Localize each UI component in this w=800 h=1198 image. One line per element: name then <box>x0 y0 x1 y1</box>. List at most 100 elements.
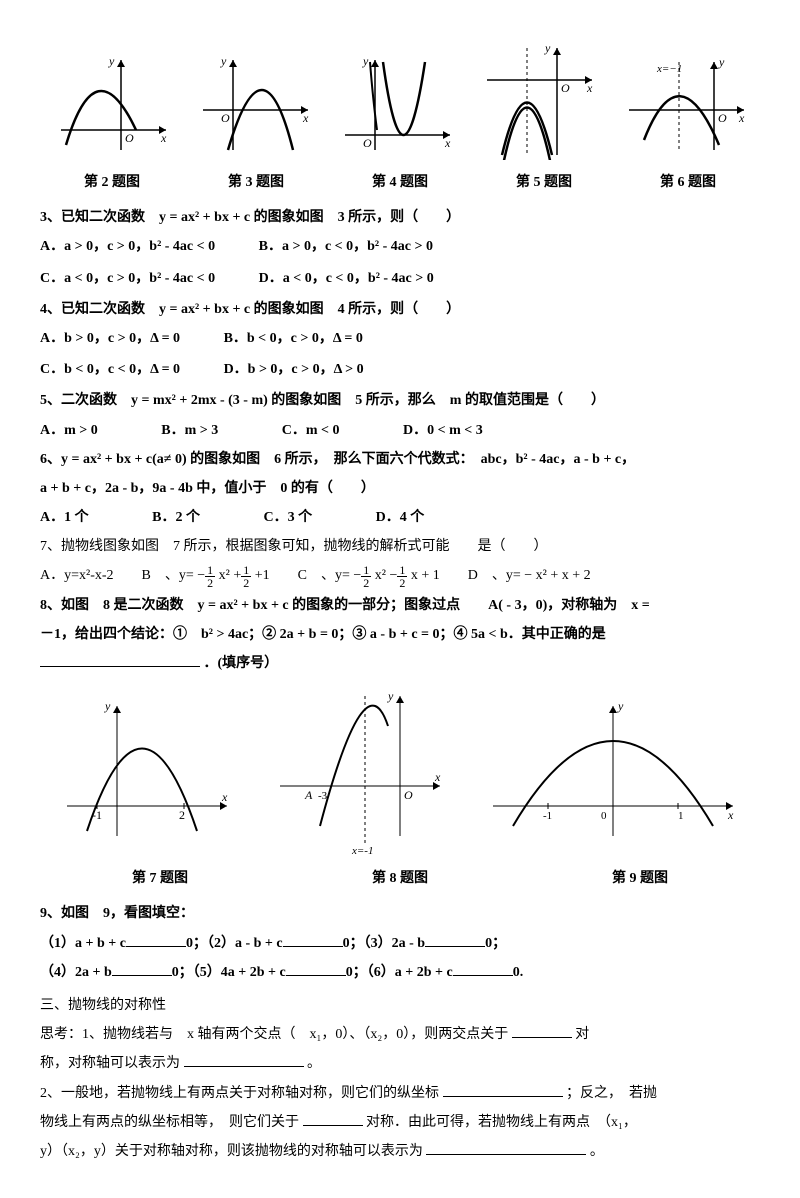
figure-7: x y -1 2 <box>57 696 237 846</box>
q6-opts: A．1 个 B．2 个 C．3 个 D．4 个 <box>40 505 760 530</box>
q3-C: C．a < 0，c > 0，b² - 4ac < 0 <box>40 266 215 291</box>
q9-1a: （1）a + b + c <box>40 936 126 951</box>
blank <box>453 961 513 976</box>
blank <box>126 932 186 947</box>
t2e: y）（x₂，y）关于对称轴对称，则该抛物线的对称轴可以表示为 <box>40 1144 423 1159</box>
q3-D: D．a < 0，c < 0，b² - 4ac > 0 <box>259 266 434 291</box>
svg-text:x: x <box>727 808 734 822</box>
svg-text:x: x <box>302 111 309 125</box>
svg-text:x: x <box>586 81 593 95</box>
q4-B: B．b < 0，c > 0，Δ = 0 <box>224 326 363 351</box>
q6-A: A．1 个 <box>40 505 89 530</box>
q7-A-mid: x² + <box>215 568 241 583</box>
q3-B: B．a > 0，c < 0，b² - 4ac > 0 <box>259 234 433 259</box>
q7-A-end: +1 C 、y= − <box>251 568 361 583</box>
caption-2: 第 2 题图 <box>84 170 140 195</box>
svg-text:O: O <box>404 788 413 802</box>
q6-C: C．3 个 <box>263 505 312 530</box>
q7-stem: 7、抛物线图象如图 7 所示，根据图象可知，抛物线的解析式可能 是（ ） <box>40 534 760 559</box>
q9-1c: 0；（3）2a - b <box>343 936 425 951</box>
svg-text:1: 1 <box>678 810 684 822</box>
svg-text:O: O <box>718 111 727 125</box>
svg-text:y: y <box>718 55 725 69</box>
figure-5: x y O <box>477 40 597 160</box>
svg-text:y: y <box>617 699 624 713</box>
q3-opts-1: A．a > 0，c > 0，b² - 4ac < 0 B．a > 0，c < 0… <box>40 234 760 259</box>
q6-stem2: a + b + c，2a - b，9a - 4b 中，值小于 0 的有（ ） <box>40 476 760 501</box>
q4-opts-2: C．b < 0，c < 0，Δ = 0 D．b > 0，c > 0，Δ > 0 <box>40 357 760 382</box>
q4-D: D．b > 0，c > 0，Δ > 0 <box>224 357 364 382</box>
q9-line1: （1）a + b + c 0；（2）a - b + c 0；（3）2a - b 0； <box>40 931 760 956</box>
caption-7: 第 7 题图 <box>132 866 188 891</box>
q5-A: A．m > 0 <box>40 418 98 443</box>
q5-opts: A．m > 0 B．m > 3 C．m < 0 D．0 < m < 3 <box>40 418 760 443</box>
svg-text:x: x <box>738 111 745 125</box>
sec3-t2a: 2、一般地，若抛物线上有两点关于对称轴对称，则它们的纵坐标 ；反之， 若抛 <box>40 1081 760 1106</box>
t1a: 思考：1、抛物线若与 x 轴有两个交点（ x₁，0）、（x₂，0），则两交点关于 <box>40 1027 508 1042</box>
q9-1b: 0；（2）a - b + c <box>186 936 283 951</box>
blank <box>283 932 343 947</box>
q9-2a: （4）2a + b <box>40 965 112 980</box>
svg-text:0: 0 <box>601 810 607 822</box>
figure-6: x y O x=−1 <box>619 50 749 160</box>
sec3-t2e: y）（x₂，y）关于对称轴对称，则该抛物线的对称轴可以表示为 。 <box>40 1139 760 1164</box>
svg-text:y: y <box>220 54 227 68</box>
t1c: 称，对称轴可以表示为 <box>40 1056 180 1071</box>
q7-opts: A．y=x²-x-2 B 、y= −12 x² +12 +1 C 、y= −12… <box>40 563 760 588</box>
caption-5: 第 5 题图 <box>516 170 572 195</box>
blank <box>443 1082 563 1097</box>
q7-C-mid: x² − <box>371 568 397 583</box>
figure-3: x y O <box>193 50 313 160</box>
blank <box>426 1140 586 1155</box>
t2a: 2、一般地，若抛物线上有两点关于对称轴对称，则它们的纵坐标 <box>40 1086 439 1101</box>
figure-8: x y O A -3 x=-1 <box>270 686 450 856</box>
blank <box>512 1023 572 1038</box>
svg-text:O: O <box>561 81 570 95</box>
svg-text:x: x <box>221 790 228 804</box>
q6-stem1: 6、y = ax² + bx + c(a≠ 0) 的图象如图 6 所示， 那么下… <box>40 447 760 472</box>
svg-text:y: y <box>362 54 369 68</box>
t2b: ；反之， 若抛 <box>566 1086 657 1101</box>
svg-text:x: x <box>444 136 451 150</box>
q7-A-pre: A．y=x²-x-2 B 、y= − <box>40 568 205 583</box>
sec3-t1: 思考：1、抛物线若与 x 轴有两个交点（ x₁，0）、（x₂，0），则两交点关于… <box>40 1022 760 1047</box>
q9-2b: 0；（5）4a + 2b + c <box>172 965 286 980</box>
svg-text:x: x <box>160 131 167 145</box>
caption-9: 第 9 题图 <box>612 866 668 891</box>
svg-text:O: O <box>125 131 134 145</box>
q8-stem2: －1，给出四个结论：① b² > 4ac；② 2a + b = 0；③ a - … <box>40 622 760 647</box>
q3-stem: 3、已知二次函数 y = ax² + bx + c 的图象如图 3 所示，则（ … <box>40 205 760 230</box>
svg-text:y: y <box>387 689 394 703</box>
blank <box>112 961 172 976</box>
figure-row-2: x y -1 2 x y O A -3 x=-1 x y -1 0 1 <box>40 686 760 856</box>
q8-stem1: 8、如图 8 是二次函数 y = ax² + bx + c 的图象的一部分；图象… <box>40 593 760 618</box>
svg-text:x: x <box>434 770 441 784</box>
svg-text:O: O <box>221 111 230 125</box>
blank <box>425 932 485 947</box>
q9-line2: （4）2a + b 0；（5）4a + 2b + c 0；（6）a + 2b + c… <box>40 960 760 985</box>
caption-8: 第 8 题图 <box>372 866 428 891</box>
q9-1d: 0； <box>485 936 506 951</box>
caption-row-1: 第 2 题图 第 3 题图 第 4 题图 第 5 题图 第 6 题图 <box>40 170 760 195</box>
svg-text:y: y <box>104 699 111 713</box>
q3-A: A．a > 0，c > 0，b² - 4ac < 0 <box>40 234 215 259</box>
svg-text:y: y <box>544 41 551 55</box>
q4-A: A．b > 0，c > 0，Δ = 0 <box>40 326 180 351</box>
t1d: 。 <box>307 1056 321 1071</box>
blank <box>286 961 346 976</box>
t1b: 对 <box>575 1027 589 1042</box>
q5-B: B．m > 3 <box>161 418 218 443</box>
caption-3: 第 3 题图 <box>228 170 284 195</box>
section-3-title: 三、抛物线的对称性 <box>40 993 760 1018</box>
svg-text:A: A <box>304 788 313 802</box>
q9-2c: 0；（6）a + 2b + c <box>346 965 453 980</box>
caption-4: 第 4 题图 <box>372 170 428 195</box>
q8-blank <box>40 652 200 667</box>
q6-D: D．4 个 <box>376 505 425 530</box>
blank <box>184 1052 304 1067</box>
svg-text:-1: -1 <box>543 810 552 822</box>
q9-2d: 0. <box>513 965 524 980</box>
q4-opts-1: A．b > 0，c > 0，Δ = 0 B．b < 0，c > 0，Δ = 0 <box>40 326 760 351</box>
svg-text:O: O <box>363 136 372 150</box>
svg-text:x=−1: x=−1 <box>656 63 682 75</box>
